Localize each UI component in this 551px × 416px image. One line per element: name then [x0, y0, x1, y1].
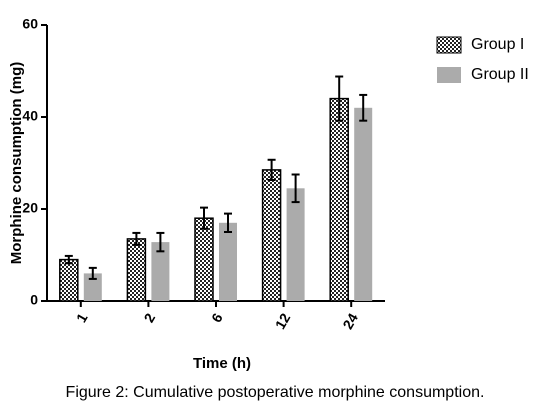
error-bar [291, 173, 300, 204]
x-tick-label: 1 [73, 310, 91, 325]
bar [329, 97, 349, 302]
error-bar [267, 158, 276, 182]
y-tick-label: 60 [22, 16, 38, 32]
bar [194, 217, 214, 302]
error-bar [64, 254, 73, 265]
x-tick-label: 12 [272, 310, 294, 332]
x-tick-label: 24 [339, 310, 361, 332]
x-axis-title: Time (h) [193, 355, 251, 372]
bar [219, 222, 237, 301]
bar [59, 258, 79, 302]
legend-swatch [436, 36, 462, 54]
y-tick-label: 20 [22, 200, 38, 216]
x-tick-label: 6 [208, 310, 226, 325]
error-bar [88, 266, 97, 280]
error-bar [200, 206, 208, 230]
y-tick-label: 40 [22, 108, 38, 124]
bar [261, 169, 282, 302]
error-bar [224, 212, 232, 233]
legend-label: Group I [471, 36, 524, 53]
y-tick-label: 0 [30, 292, 38, 308]
y-axis-title: Morphine consumption (mg) [8, 62, 25, 264]
error-bar [156, 231, 165, 253]
bar [286, 188, 305, 301]
legend-label: Group II [471, 66, 529, 83]
error-bar [359, 93, 368, 122]
bar [151, 242, 170, 301]
x-tick-label: 2 [140, 310, 158, 325]
caption: Figure 2: Cumulative postoperative morph… [66, 384, 485, 401]
bar [83, 273, 102, 301]
bar [354, 107, 373, 301]
bar [126, 238, 147, 302]
legend-swatch [437, 67, 461, 83]
error-bar [335, 75, 344, 122]
error-bar [132, 231, 141, 246]
